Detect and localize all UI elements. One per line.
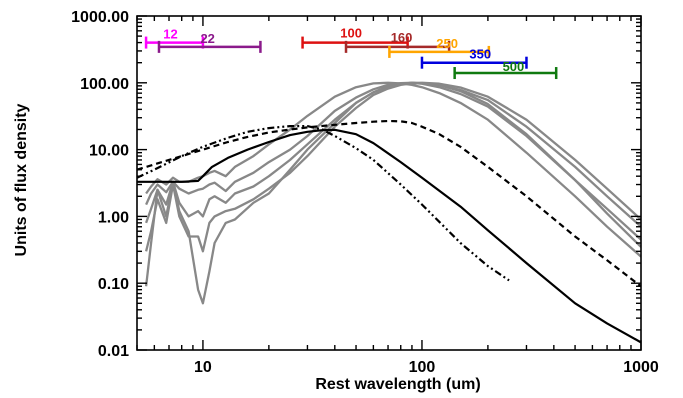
- plot-frame: [136, 15, 642, 351]
- series-line-solid-5: [137, 128, 641, 344]
- y-tick-label-1.00: 1.00: [98, 209, 129, 226]
- band-label-350: 350: [469, 47, 491, 62]
- band-ranges: 12 22 100 160 250 350 500: [144, 26, 558, 80]
- band-label-160: 160: [391, 30, 413, 45]
- series-line-dashed-6: [137, 119, 641, 288]
- axis-ticks: 10 100 1000 0.01 0.10 1.00 10.00 100.00 1000.00: [71, 9, 659, 376]
- band-label-250: 250: [436, 36, 458, 51]
- y-tick-label-10.00: 10.00: [89, 143, 129, 160]
- band-label-22: 22: [200, 31, 214, 46]
- x-tick-label-100: 100: [409, 359, 436, 376]
- series-line-grey-2: [145, 81, 641, 228]
- x-tick-label-10: 10: [194, 359, 212, 376]
- y-axis-title: Units of flux density: [13, 103, 30, 256]
- y-tick-label-100.00: 100.00: [80, 76, 129, 93]
- sed-curves: [137, 81, 641, 344]
- series-line-grey-3: [145, 81, 641, 241]
- y-tick-label-0.01: 0.01: [98, 343, 129, 360]
- x-axis-title: Rest wavelength (um): [315, 376, 480, 393]
- plot-border: [136, 15, 642, 351]
- x-tick-label-1000: 1000: [623, 359, 659, 376]
- y-tick-label-0.10: 0.10: [98, 276, 129, 293]
- band-label-500: 500: [503, 59, 525, 74]
- series-line-grey-0: [144, 81, 641, 305]
- band-label-12: 12: [163, 27, 177, 42]
- series-line-grey-1: [144, 81, 641, 253]
- series-line-dash-dot-7: [137, 125, 510, 282]
- band-label-100: 100: [340, 26, 362, 41]
- y-tick-label-1000.00: 1000.00: [71, 9, 129, 26]
